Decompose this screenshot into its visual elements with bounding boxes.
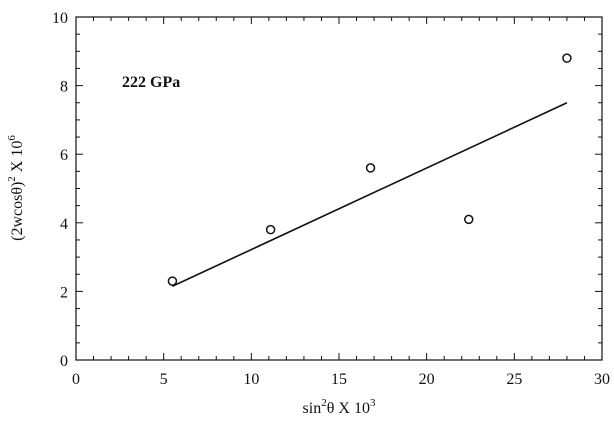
annotation-label: 222 GPa <box>122 74 180 91</box>
y-axis-label: (2wcosθ)2 X 106 <box>6 135 26 241</box>
x-tick-label: 5 <box>160 371 168 388</box>
data-point <box>365 163 376 173</box>
x-tick-label: 20 <box>419 371 435 388</box>
y-axis-ticks: 0 2 4 6 8 10 <box>52 10 602 370</box>
x-axis-label: sin2θ X 103 <box>303 397 376 417</box>
x-tick-label: 15 <box>331 371 347 388</box>
fit-line <box>172 102 568 287</box>
x-tick-label: 10 <box>243 371 259 388</box>
data-point <box>463 214 474 225</box>
fit-line-group <box>172 102 568 287</box>
y-tick-label: 0 <box>60 353 68 370</box>
x-axis-ticks: 0 5 10 15 20 25 30 <box>72 17 610 388</box>
y-tick-label: 10 <box>52 10 68 27</box>
y-tick-label: 4 <box>60 216 68 233</box>
x-tick-label: 30 <box>594 371 610 388</box>
data-point <box>265 224 276 235</box>
y-tick-label: 8 <box>60 79 68 96</box>
x-tick-label: 0 <box>72 371 80 388</box>
data-point <box>562 53 572 63</box>
plot-frame <box>75 16 603 361</box>
data-point <box>167 276 178 286</box>
x-tick-label: 25 <box>506 371 522 388</box>
y-tick-label: 2 <box>60 284 68 301</box>
data-points <box>167 53 572 286</box>
y-tick-label: 6 <box>60 147 68 164</box>
